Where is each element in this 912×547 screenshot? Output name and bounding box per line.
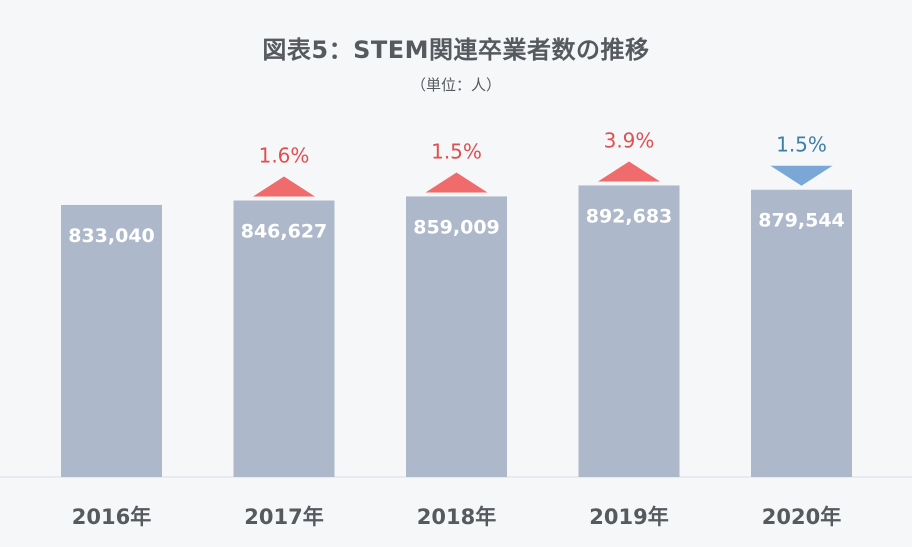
x-tick-label-1: 2017年	[244, 505, 323, 529]
bar-2	[406, 196, 507, 478]
bar-4	[751, 189, 852, 477]
up-arrow-icon-2	[425, 172, 488, 193]
x-tick-label-3: 2019年	[589, 505, 668, 529]
up-arrow-icon-1	[253, 176, 315, 197]
up-arrow-icon-3	[598, 161, 660, 182]
change-label-1: 1.6%	[259, 143, 310, 167]
bar-value-label-4: 879,544	[758, 210, 845, 232]
bar-0	[61, 204, 162, 477]
x-tick-label-2: 2018年	[417, 505, 496, 529]
bar-3	[578, 185, 680, 477]
x-tick-label-0: 2016年	[72, 505, 151, 529]
bar-value-label-3: 892,683	[586, 205, 673, 227]
chart-title: 図表5：STEM関連卒業者数の推移	[262, 36, 650, 64]
bar-1	[233, 200, 335, 477]
bar-value-label-2: 859,009	[413, 216, 500, 238]
down-arrow-icon-4	[770, 165, 833, 186]
bar-value-label-1: 846,627	[241, 220, 328, 242]
change-label-4: 1.5%	[776, 133, 827, 157]
chart-subtitle: （単位：人）	[410, 76, 501, 94]
bar-value-label-0: 833,040	[68, 225, 155, 247]
change-label-2: 1.5%	[431, 139, 482, 163]
x-tick-label-4: 2020年	[762, 505, 841, 529]
change-label-3: 3.9%	[604, 128, 655, 152]
